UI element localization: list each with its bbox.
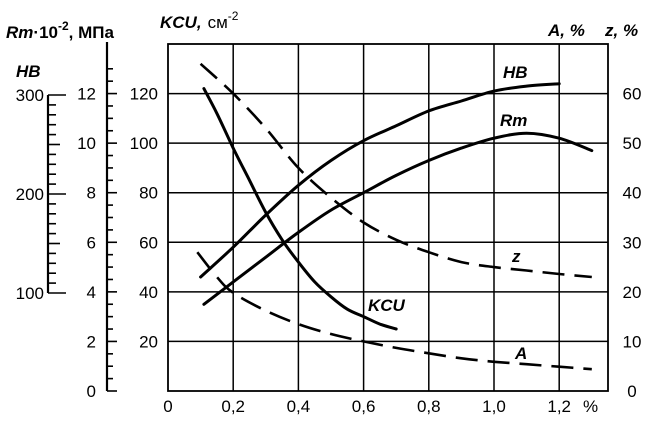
az-tick-label: 50 <box>623 134 642 153</box>
kcu-tick-label: 120 <box>130 85 158 104</box>
series-line-a <box>196 251 592 371</box>
series-line-z <box>199 62 592 279</box>
az-tick-label: 20 <box>623 283 642 302</box>
rm-axis-title: Rm·10-2, МПа <box>6 19 114 42</box>
rm-tick-label: 4 <box>87 283 96 302</box>
hb-tick-label: 100 <box>16 284 44 303</box>
hb-tick-label: 200 <box>16 185 44 204</box>
series-line-kcu <box>202 87 398 331</box>
a-axis-title: A, % <box>547 21 585 40</box>
rm-tick-label: 6 <box>87 233 96 252</box>
grid <box>167 43 609 392</box>
x-tick-label: 0,4 <box>287 397 311 416</box>
kcu-axis-title: KCU, см-2 <box>160 9 239 32</box>
x-tick-label: 0,6 <box>352 397 376 416</box>
hb-tick-label: 300 <box>16 86 44 105</box>
series-label-hb: HB <box>503 63 528 82</box>
rm-tick-label: 0 <box>87 382 96 401</box>
series-label-rm: Rm <box>500 111 527 130</box>
rm-tick-label: 2 <box>87 332 96 351</box>
rm-tick-label: 8 <box>87 184 96 203</box>
hb-axis-title: HB <box>16 62 41 81</box>
x-tick-label: 1,2 <box>547 397 571 416</box>
x-tick-label: 0,2 <box>221 397 245 416</box>
kcu-tick-label: 40 <box>139 283 158 302</box>
series-label-kcu: KCU <box>368 296 406 315</box>
az-tick-label: 60 <box>623 85 642 104</box>
series-lines <box>196 62 594 371</box>
az-tick-label: 0 <box>627 382 636 401</box>
az-tick-label: 10 <box>623 332 642 351</box>
series-line-hb <box>199 82 561 279</box>
axes <box>46 42 117 392</box>
rm-tick-label: 12 <box>77 85 96 104</box>
plot-frame <box>167 43 609 392</box>
x-axis-unit: % <box>583 397 598 416</box>
kcu-tick-label: 100 <box>130 134 158 153</box>
series-label-z: z <box>511 247 521 266</box>
tick-labels: 0 0,2 0,4 0,6 0,8 1,0 1,2204060801001200102030… <box>16 85 642 416</box>
kcu-tick-label: 80 <box>139 184 158 203</box>
kcu-tick-label: 20 <box>139 332 158 351</box>
x-tick-label: 1,0 <box>482 397 506 416</box>
x-tick-label: 0 <box>163 397 172 416</box>
az-tick-label: 40 <box>623 184 642 203</box>
rm-tick-label: 10 <box>77 134 96 153</box>
series-label-a: A <box>514 344 527 363</box>
kcu-tick-label: 60 <box>139 233 158 252</box>
az-tick-label: 30 <box>623 233 642 252</box>
z-axis-title: z, % <box>604 21 638 40</box>
x-tick-label: 0,8 <box>417 397 441 416</box>
series-line-rm <box>202 131 594 306</box>
